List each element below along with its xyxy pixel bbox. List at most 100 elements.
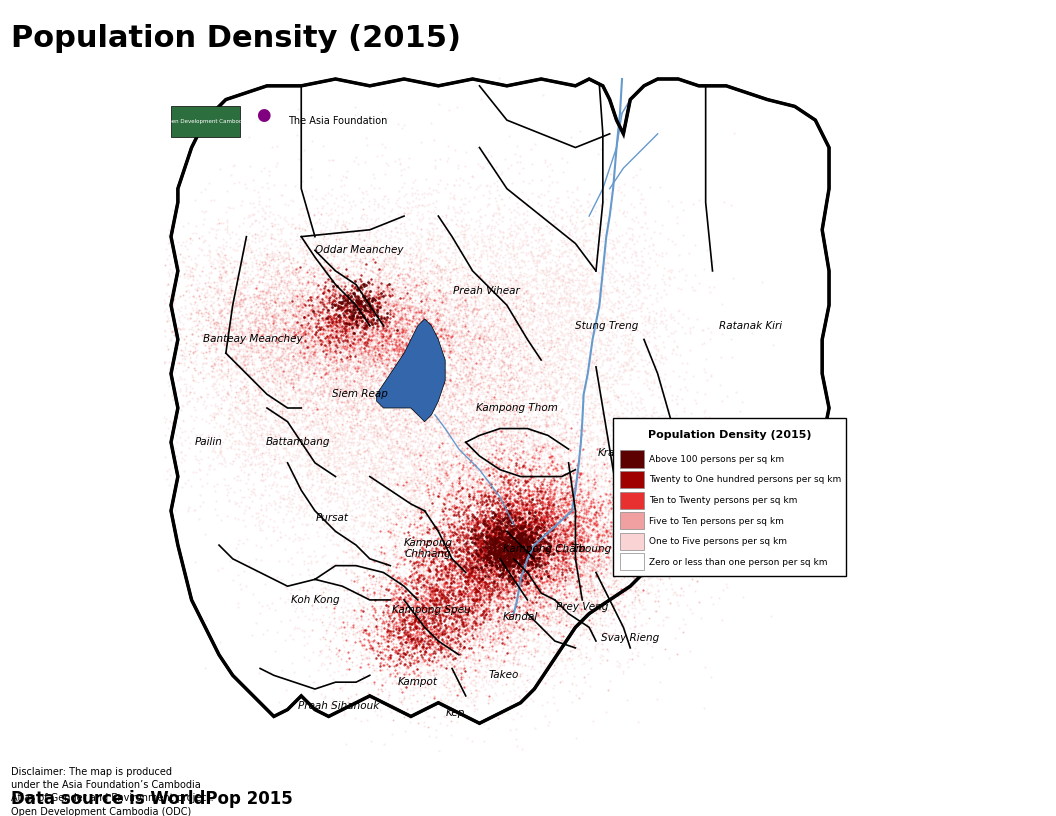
Point bbox=[428, 569, 445, 582]
Point bbox=[361, 316, 378, 329]
Point bbox=[381, 339, 398, 353]
Point bbox=[289, 341, 306, 354]
Point bbox=[366, 419, 383, 432]
Point bbox=[268, 334, 285, 347]
Point bbox=[507, 360, 524, 373]
Point bbox=[421, 419, 438, 432]
Point bbox=[302, 385, 319, 398]
Point bbox=[369, 623, 385, 636]
Point bbox=[615, 308, 631, 321]
Point bbox=[374, 327, 391, 340]
Point bbox=[525, 505, 542, 518]
Point bbox=[493, 508, 510, 521]
Point bbox=[226, 260, 243, 273]
Point bbox=[583, 563, 600, 576]
Point bbox=[489, 413, 506, 426]
Point bbox=[464, 598, 480, 611]
Point bbox=[426, 330, 442, 344]
Point bbox=[473, 616, 490, 629]
Point bbox=[266, 289, 283, 302]
Point bbox=[449, 605, 466, 619]
Point bbox=[565, 538, 582, 551]
Point bbox=[282, 376, 299, 389]
Point bbox=[490, 416, 507, 429]
Point bbox=[549, 254, 566, 267]
Point bbox=[337, 286, 354, 299]
Point bbox=[452, 600, 469, 613]
Point bbox=[521, 598, 538, 611]
Point bbox=[355, 581, 372, 594]
Point bbox=[628, 522, 645, 535]
Point bbox=[455, 592, 472, 605]
Point bbox=[426, 588, 442, 601]
Point bbox=[385, 589, 402, 602]
Point bbox=[628, 560, 645, 573]
Point bbox=[411, 450, 428, 463]
Point bbox=[612, 490, 629, 503]
Point bbox=[494, 578, 511, 591]
Point bbox=[346, 249, 363, 262]
Point bbox=[495, 330, 512, 344]
Point bbox=[342, 400, 359, 413]
Point bbox=[596, 481, 612, 494]
Point bbox=[554, 366, 571, 379]
Point bbox=[421, 322, 438, 335]
Point bbox=[492, 526, 509, 539]
Point bbox=[232, 375, 249, 388]
Point bbox=[272, 386, 289, 399]
Point bbox=[390, 601, 407, 614]
Point bbox=[412, 635, 429, 648]
Point bbox=[286, 292, 303, 305]
Point bbox=[323, 296, 340, 309]
Point bbox=[541, 655, 558, 668]
Point bbox=[363, 640, 380, 653]
Point bbox=[583, 543, 600, 557]
Point bbox=[620, 584, 637, 597]
Point bbox=[321, 288, 338, 301]
Point bbox=[403, 356, 420, 369]
Point bbox=[457, 501, 474, 514]
Point bbox=[268, 157, 285, 170]
Point bbox=[503, 539, 520, 552]
Point bbox=[412, 312, 429, 325]
Point bbox=[266, 382, 283, 395]
Point bbox=[294, 392, 310, 406]
Point bbox=[570, 450, 587, 463]
Point bbox=[466, 570, 483, 583]
Point bbox=[524, 561, 541, 574]
Point bbox=[389, 425, 406, 438]
Point bbox=[291, 275, 308, 288]
Point bbox=[516, 471, 533, 484]
Point bbox=[607, 463, 624, 476]
Point bbox=[548, 603, 565, 616]
Point bbox=[357, 335, 374, 348]
Point bbox=[464, 169, 480, 182]
Point bbox=[379, 291, 396, 304]
Point bbox=[419, 329, 436, 342]
Point bbox=[371, 280, 388, 293]
Point bbox=[174, 451, 191, 464]
Point bbox=[339, 321, 356, 334]
Point bbox=[394, 320, 411, 333]
Point bbox=[458, 597, 475, 610]
Point bbox=[414, 402, 431, 415]
Point bbox=[420, 663, 437, 676]
Point bbox=[531, 654, 548, 667]
Point bbox=[348, 403, 365, 416]
Point bbox=[523, 504, 540, 517]
Point bbox=[504, 348, 521, 361]
Point bbox=[646, 588, 663, 601]
Point bbox=[334, 428, 351, 441]
Point bbox=[383, 541, 400, 554]
Point bbox=[475, 368, 492, 381]
Point bbox=[399, 340, 416, 353]
Point bbox=[461, 561, 478, 574]
Point bbox=[352, 378, 369, 391]
Point bbox=[494, 487, 511, 500]
Point bbox=[293, 295, 309, 308]
Point bbox=[392, 242, 409, 255]
Point bbox=[252, 291, 269, 304]
Point bbox=[615, 295, 631, 308]
Point bbox=[591, 415, 608, 428]
Point bbox=[506, 567, 523, 580]
